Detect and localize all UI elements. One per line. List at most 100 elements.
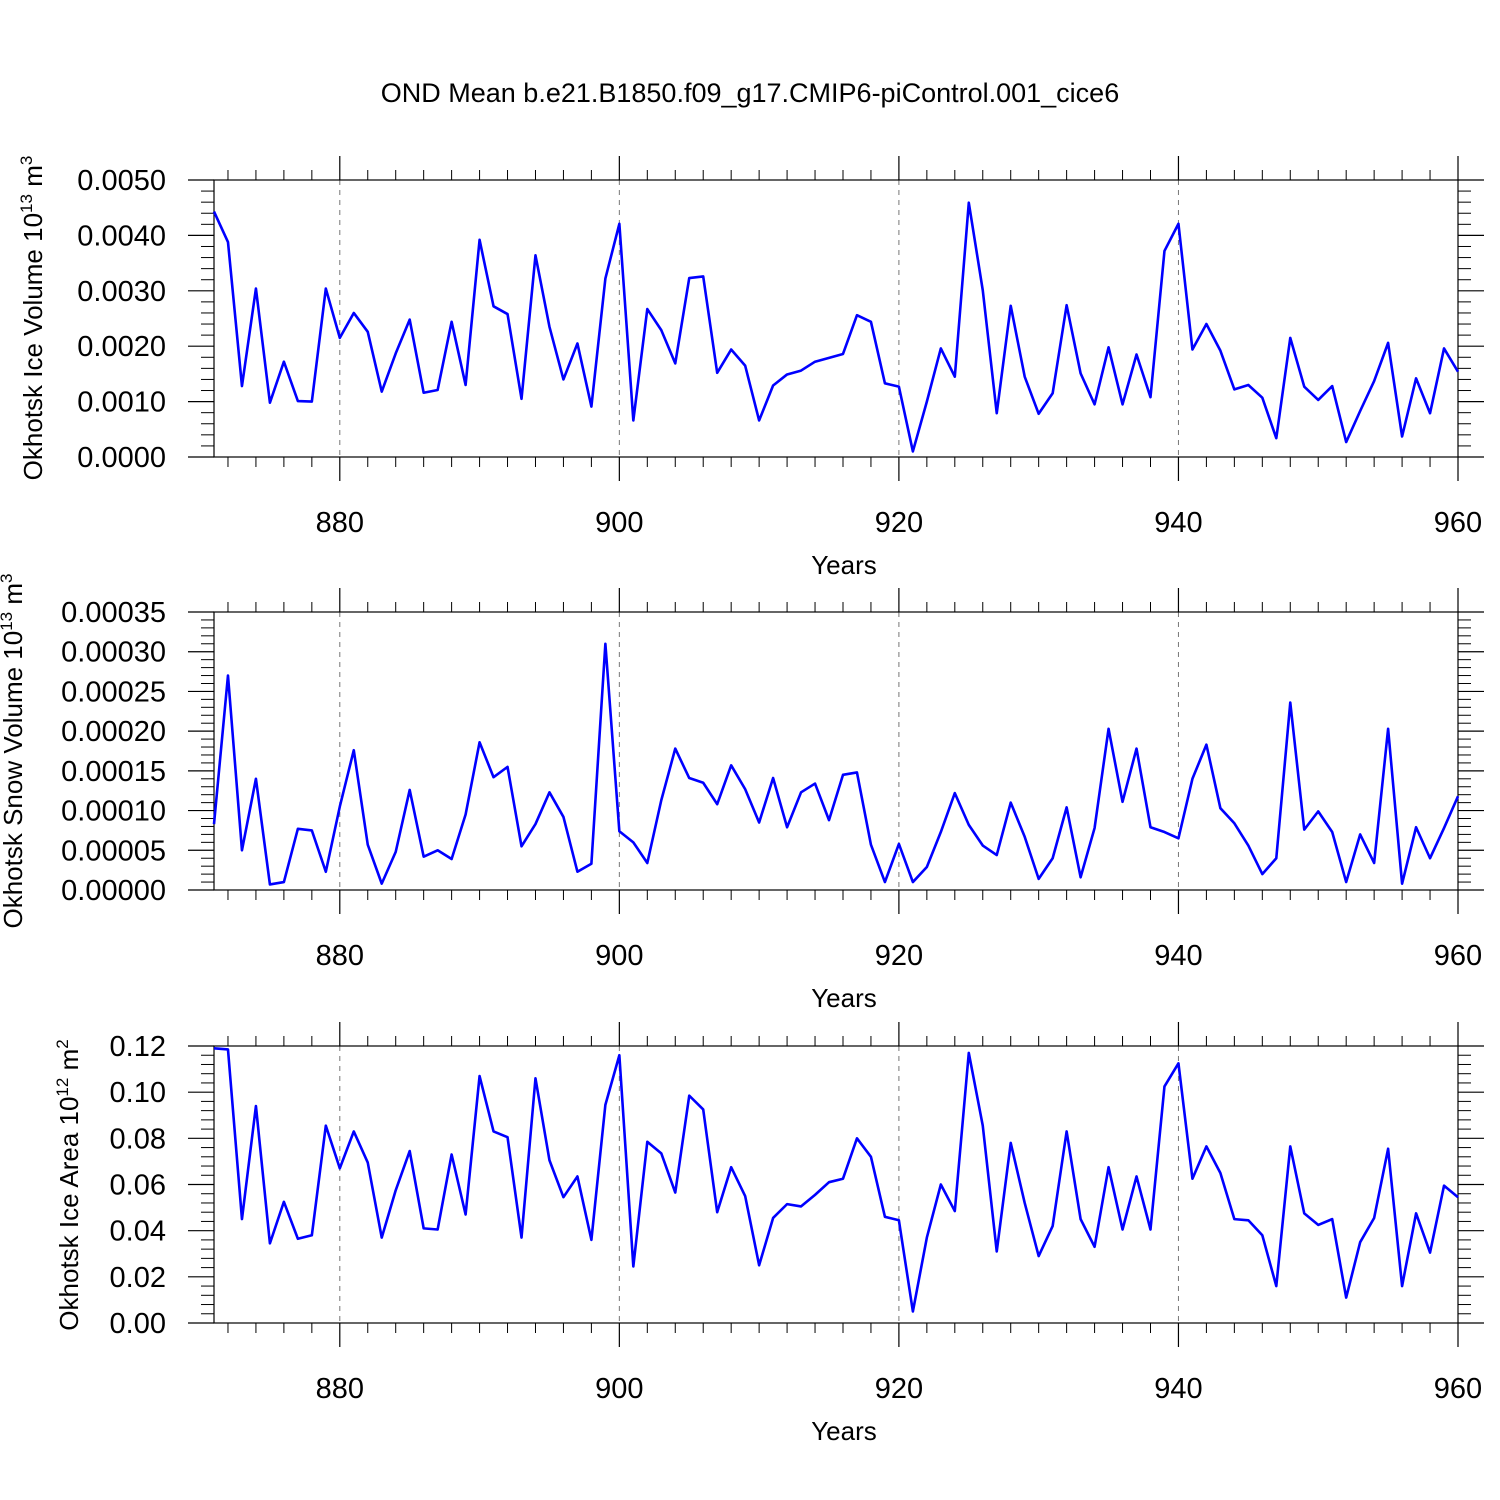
data-point [632,841,634,843]
data-point [1149,826,1151,828]
y-tick-label: 0.00010 [61,796,166,828]
data-point [1080,372,1082,374]
data-point [884,881,886,883]
data-point [800,370,802,372]
data-point [521,1237,523,1239]
data-point [1191,1178,1193,1180]
data-point [1066,806,1068,808]
data-point [996,412,998,414]
data-point [325,1125,327,1127]
data-point [1359,833,1361,835]
data-point [618,830,620,832]
data-point [1066,304,1068,306]
data-point [716,372,718,374]
data-point [1177,837,1179,839]
data-point [758,821,760,823]
x-tick-label: 900 [595,507,643,539]
data-point [1359,1241,1361,1243]
data-point [437,1229,439,1231]
x-tick-label: 880 [316,940,364,972]
data-point [968,824,970,826]
data-point [339,1167,341,1169]
x-axis-label: Years [811,550,877,580]
data-point [856,1137,858,1139]
data-point [1094,403,1096,405]
data-point [548,326,550,328]
data-point [1038,1255,1040,1257]
x-axis-label: Years [811,1416,877,1446]
data-point [1177,1062,1179,1064]
data-point [912,1310,914,1312]
data-point [632,1265,634,1267]
data-point [1247,384,1249,386]
data-point [339,806,341,808]
data-point [269,1242,271,1244]
data-point [954,376,956,378]
x-tick-label: 920 [875,507,923,539]
data-point [1219,350,1221,352]
y-tick-label: 0.08 [110,1123,166,1155]
data-point [283,881,285,883]
data-point [548,1159,550,1161]
data-point [241,849,243,851]
data-point [1094,1246,1096,1248]
data-point [1303,386,1305,388]
data-point [646,862,648,864]
data-point [1080,876,1082,878]
data-point [968,1052,970,1054]
data-point [1303,829,1305,831]
data-point [227,675,229,677]
data-point [1052,392,1054,394]
data-point [940,1184,942,1186]
data-point [367,331,369,333]
data-point [730,349,732,351]
data-point [1219,1172,1221,1174]
data-point [1387,342,1389,344]
data-point [604,643,606,645]
y-tick-label: 0.04 [110,1216,166,1248]
data-point [1289,337,1291,339]
data-point [926,866,928,868]
data-point [437,389,439,391]
data-point [381,391,383,393]
data-point [800,1205,802,1207]
data-point [409,319,411,321]
data-point [1331,1218,1333,1220]
data-point [982,1125,984,1127]
data-point [1359,410,1361,412]
y-tick-label: 0.00025 [61,676,166,708]
data-point [325,871,327,873]
figure-title: OND Mean b.e21.B1850.f09_g17.CMIP6-piCon… [380,78,1120,108]
data-point [493,776,495,778]
data-point [241,1218,243,1220]
data-point [688,1095,690,1097]
data-point [926,401,928,403]
data-point [940,347,942,349]
data-point [1387,728,1389,730]
data-point [1317,1224,1319,1226]
data-point [395,1189,397,1191]
data-point [1233,388,1235,390]
data-point [283,1201,285,1203]
data-point [1429,857,1431,859]
data-point [842,774,844,776]
data-point [1024,1202,1026,1204]
x-tick-label: 900 [595,940,643,972]
data-point [1136,354,1138,356]
y-axis-label: Okhotsk Ice Volume 1013 m3 [17,156,48,481]
data-point [1024,836,1026,838]
y-tick-label: 0.0030 [77,276,166,308]
data-point [1415,1212,1417,1214]
data-point [1443,827,1445,829]
data-point [1233,822,1235,824]
y-tick-label: 0.00020 [61,716,166,748]
data-point [297,1238,299,1240]
y-tick-label: 0.0000 [77,442,166,474]
data-point [423,392,425,394]
data-point [562,816,564,818]
data-point [1191,349,1193,351]
data-point [1317,399,1319,401]
data-point [1275,437,1277,439]
plot-frame [213,1045,1459,1324]
data-point [311,401,313,403]
